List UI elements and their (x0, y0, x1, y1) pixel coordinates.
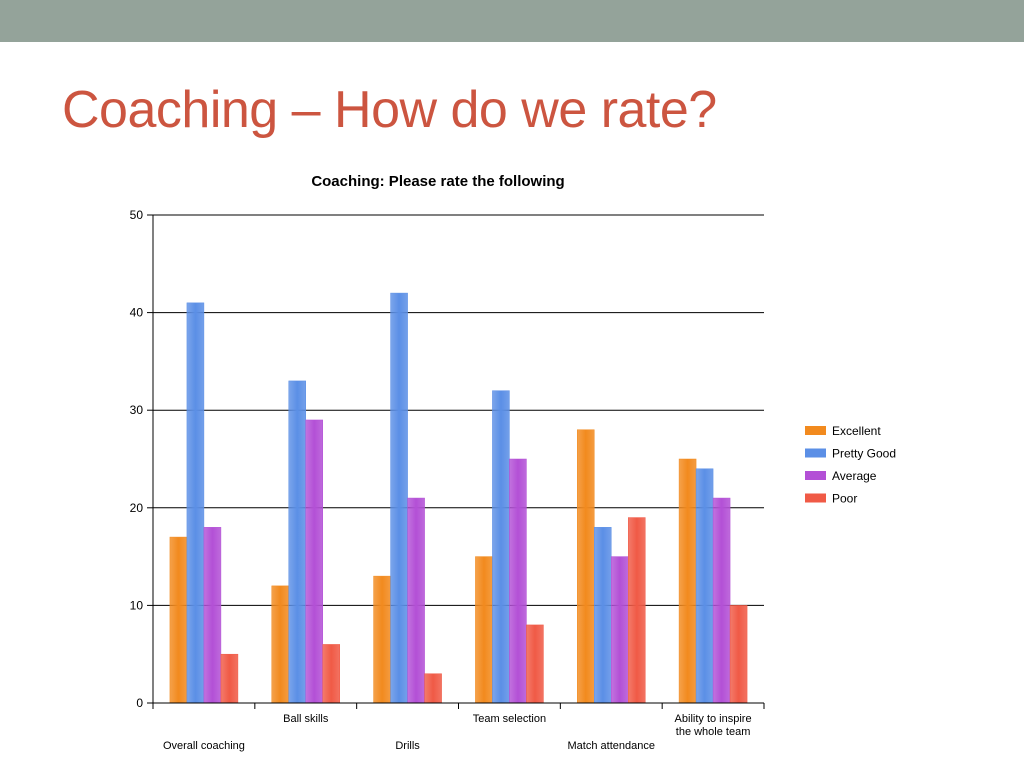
bar-pretty-good (492, 390, 510, 704)
bar-excellent (271, 585, 289, 704)
bar-average (203, 527, 222, 704)
legend-swatch (805, 493, 826, 503)
y-tick-label: 40 (130, 306, 144, 320)
y-tick-label: 30 (130, 403, 144, 417)
bar-average (712, 497, 731, 704)
legend-label: Excellent (832, 424, 881, 438)
bars (169, 292, 748, 704)
bar-poor (220, 653, 239, 704)
bar-poor (628, 517, 646, 704)
legend-swatch (805, 448, 826, 458)
y-tick-label: 10 (130, 598, 144, 612)
y-tick-label: 20 (130, 501, 144, 515)
axes (147, 214, 765, 709)
chart-title: Coaching: Please rate the following (311, 173, 564, 190)
bar-average (509, 458, 527, 704)
legend-swatch (805, 426, 826, 435)
bar-average (611, 556, 629, 704)
bar-excellent (678, 458, 697, 704)
top-band (0, 0, 1024, 42)
bar-pretty-good (594, 527, 612, 704)
bar-poor (424, 673, 442, 704)
slide-title: Coaching – How do we rate? (62, 81, 717, 139)
bar-pretty-good (390, 292, 408, 704)
gridlines (153, 214, 764, 606)
bar-poor (729, 605, 748, 704)
legend-label: Average (832, 469, 877, 483)
y-tick-label: 0 (136, 696, 143, 710)
bar-average (407, 497, 425, 704)
x-tick-label: Drills (395, 740, 420, 752)
bar-excellent (475, 556, 493, 704)
x-tick-labels: Overall coaching Ball skills Drills Team se… (163, 713, 752, 752)
x-tick-label: Team selection (473, 713, 546, 725)
bar-average (305, 419, 323, 704)
bar-excellent (373, 575, 391, 704)
x-tick-label: Match attendance (568, 740, 655, 752)
bar-excellent (169, 536, 188, 704)
y-tick-label: 50 (130, 208, 144, 222)
legend: Excellent Pretty Good Average Poor (805, 424, 896, 506)
x-tick-label: Ball skills (283, 713, 329, 725)
bar-poor (322, 644, 340, 704)
bar-pretty-good (288, 380, 306, 704)
legend-swatch (805, 471, 826, 480)
y-tick-labels: 0 10 20 30 40 50 (130, 208, 144, 710)
legend-label: Poor (832, 492, 857, 506)
bar-pretty-good (695, 468, 714, 704)
bar-excellent (577, 429, 595, 704)
bar-pretty-good (186, 302, 205, 704)
legend-label: Pretty Good (832, 447, 896, 461)
x-tick-label: Overall coaching (163, 740, 245, 752)
x-tick-label: Ability to inspire the whole team (675, 713, 752, 738)
bar-poor (526, 624, 544, 704)
